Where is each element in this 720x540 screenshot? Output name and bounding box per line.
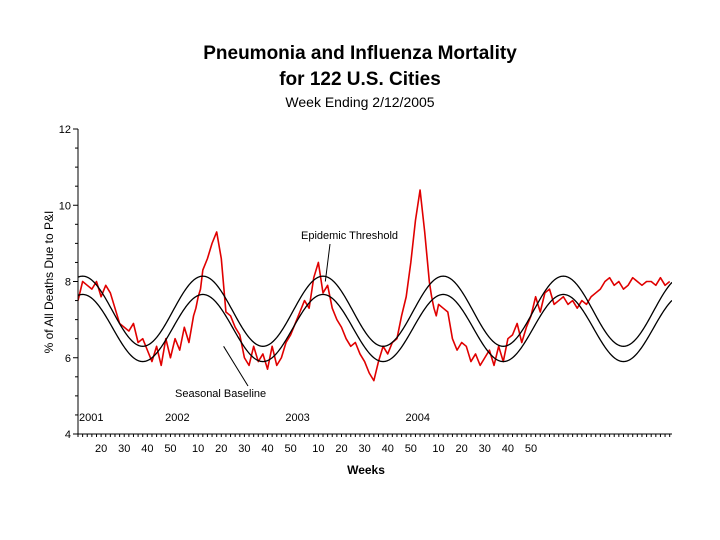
x-tick-label: 40 <box>261 443 273 455</box>
chart-subtitle: Week Ending 2/12/2005 <box>285 94 434 110</box>
x-tick-label: 40 <box>141 443 153 455</box>
x-tick-label: 20 <box>335 443 347 455</box>
epidemic-threshold-leader <box>324 243 331 282</box>
x-tick-label: 30 <box>238 443 250 455</box>
x-tick-label: 40 <box>382 443 394 455</box>
seasonal-baseline-leader <box>223 346 249 387</box>
x-tick-label: 10 <box>192 443 204 455</box>
x-tick-label: 50 <box>164 443 176 455</box>
x-tick-label: 50 <box>525 443 537 455</box>
year-label: 2002 <box>165 412 189 424</box>
y-tick-label: 10 <box>59 200 71 212</box>
chart-title-line-1: Pneumonia and Influenza Mortality <box>203 43 517 64</box>
year-label: 2004 <box>406 412 430 424</box>
seasonal-baseline-label: Seasonal Baseline <box>175 388 266 400</box>
annotations: Epidemic Threshold Seasonal Baseline <box>175 230 398 400</box>
epidemic-threshold-label: Epidemic Threshold <box>301 230 398 242</box>
year-label: 2003 <box>285 412 309 424</box>
y-tick-label: 12 <box>59 124 71 136</box>
x-tick-label: 40 <box>502 443 514 455</box>
x-tick-label: 20 <box>95 443 107 455</box>
x-tick-label: 10 <box>312 443 324 455</box>
series-line-pi-mortality <box>78 189 671 382</box>
series-layer <box>78 189 672 382</box>
year-labels: 2001 2002 2003 2004 <box>79 412 430 424</box>
x-tick-label: 50 <box>285 443 297 455</box>
year-label: 2001 <box>79 412 103 424</box>
x-axis-label: Weeks <box>347 463 385 477</box>
y-tick-label: 6 <box>65 353 71 365</box>
series-line-epidemic-threshold <box>78 275 672 347</box>
x-tick-label: 30 <box>358 443 370 455</box>
series-line-seasonal-baseline <box>78 293 672 363</box>
x-tick-label: 10 <box>432 443 444 455</box>
x-axis-ticks: 20 30 40 50 10 20 30 40 50 10 20 30 40 50 10 20 30 40 50 <box>77 434 671 455</box>
y-axis-ticks: 4 6 8 10 12 <box>59 124 78 441</box>
chart-title-line-2: for 122 U.S. Cities <box>279 69 441 90</box>
x-tick-label: 30 <box>118 443 130 455</box>
y-tick-label: 4 <box>65 429 71 441</box>
x-tick-label: 30 <box>479 443 491 455</box>
y-axis-label: % of All Deaths Due to P&I <box>42 211 56 354</box>
x-tick-label: 20 <box>456 443 468 455</box>
x-tick-label: 50 <box>405 443 417 455</box>
x-tick-label: 20 <box>215 443 227 455</box>
y-tick-label: 8 <box>65 277 71 289</box>
